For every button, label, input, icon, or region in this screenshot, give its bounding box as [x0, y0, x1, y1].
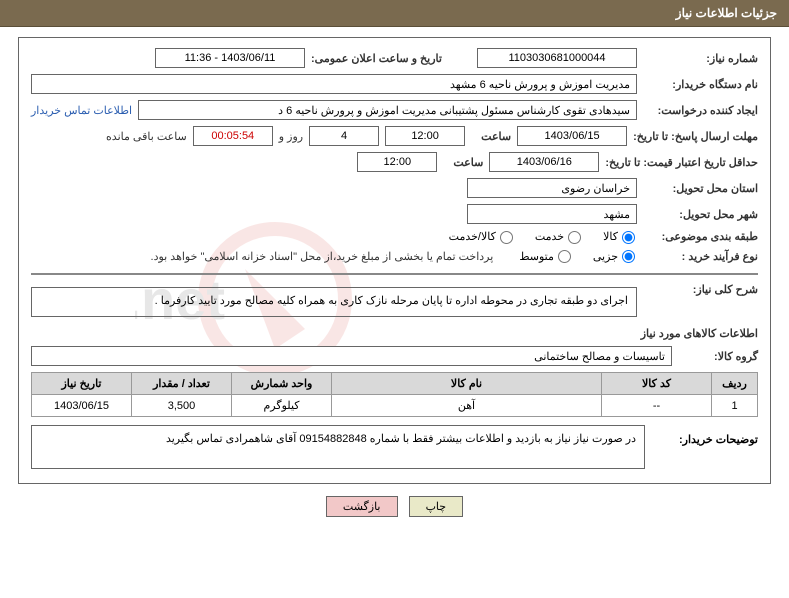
price-valid-label: حداقل تاریخ اعتبار قیمت: تا تاریخ: [605, 156, 758, 169]
th-row: ردیف [712, 373, 758, 395]
need-no-value: 1103030681000044 [477, 48, 637, 68]
cell-name: آهن [332, 395, 602, 417]
need-no-label: شماره نیاز: [643, 52, 758, 65]
goods-info-title: اطلاعات کالاهای مورد نیاز [31, 327, 758, 340]
days-and-text: روز و [279, 130, 303, 143]
price-valid-time: 12:00 [357, 152, 437, 172]
group-label: گروه کالا: [678, 350, 758, 363]
proc-minor-radio[interactable] [622, 250, 635, 263]
cat-goods-service-option[interactable]: کالا/خدمت [449, 230, 515, 244]
proc-minor-option[interactable]: جزیی [593, 250, 637, 264]
proc-mid-radio[interactable] [558, 250, 571, 263]
th-unit: واحد شمارش [232, 373, 332, 395]
buyer-notes-label: توضیحات خریدار: [653, 425, 758, 469]
days-remaining: 4 [309, 126, 379, 146]
payment-note: پرداخت تمام یا بخشی از مبلغ خرید،از محل … [151, 250, 494, 263]
cell-date: 1403/06/15 [32, 395, 132, 417]
th-name: نام کالا [332, 373, 602, 395]
items-table: ردیف کد کالا نام کالا واحد شمارش تعداد /… [31, 372, 758, 417]
city-label: شهر محل تحویل: [643, 208, 758, 221]
cat-goods-option[interactable]: کالا [603, 230, 637, 244]
province-label: استان محل تحویل: [643, 182, 758, 195]
countdown-tail: ساعت باقی مانده [106, 130, 187, 143]
buyer-contact-link[interactable]: اطلاعات تماس خریدار [31, 104, 132, 117]
page-title: جزئیات اطلاعات نیاز [676, 6, 777, 20]
response-deadline-date: 1403/06/15 [517, 126, 627, 146]
action-buttons: چاپ بازگشت [0, 496, 789, 517]
cell-unit: کیلوگرم [232, 395, 332, 417]
response-deadline-label: مهلت ارسال پاسخ: تا تاریخ: [633, 130, 758, 143]
buyer-org-label: نام دستگاه خریدار: [643, 78, 758, 91]
table-header-row: ردیف کد کالا نام کالا واحد شمارش تعداد /… [32, 373, 758, 395]
table-row: 1 -- آهن کیلوگرم 3,500 1403/06/15 [32, 395, 758, 417]
cell-row: 1 [712, 395, 758, 417]
cell-code: -- [602, 395, 712, 417]
overall-desc-label: شرح کلی نیاز: [643, 283, 758, 296]
proc-mid-option[interactable]: متوسط [519, 250, 573, 264]
back-button[interactable]: بازگشت [326, 496, 398, 517]
time-label-1: ساعت [471, 130, 511, 143]
time-label-2: ساعت [443, 156, 483, 169]
divider [31, 273, 758, 275]
th-qty: تعداد / مقدار [132, 373, 232, 395]
print-button[interactable]: چاپ [409, 496, 464, 517]
response-deadline-time: 12:00 [385, 126, 465, 146]
requester-label: ایجاد کننده درخواست: [643, 104, 758, 117]
buyer-org-value: مدیریت اموزش و پرورش ناحیه 6 مشهد [31, 74, 637, 94]
overall-desc-value: اجرای دو طبقه تجاری در محوطه اداره تا پا… [31, 287, 637, 317]
buyer-notes-value: در صورت نیاز نیاز به بازدید و اطلاعات بی… [31, 425, 645, 469]
price-valid-date: 1403/06/16 [489, 152, 599, 172]
page-header: جزئیات اطلاعات نیاز [0, 0, 789, 27]
th-code: کد کالا [602, 373, 712, 395]
cat-goods-service-radio[interactable] [500, 231, 513, 244]
requester-value: سیدهادی تقوی کارشناس مسئول پشتیبانی مدیر… [138, 100, 637, 120]
cell-qty: 3,500 [132, 395, 232, 417]
details-panel: شماره نیاز: 1103030681000044 تاریخ و ساع… [18, 37, 771, 484]
cat-service-radio[interactable] [568, 231, 581, 244]
cat-goods-radio[interactable] [622, 231, 635, 244]
province-value: خراسان رضوی [467, 178, 637, 198]
group-value: تاسیسات و مصالح ساختمانی [31, 346, 672, 366]
th-date: تاریخ نیاز [32, 373, 132, 395]
city-value: مشهد [467, 204, 637, 224]
category-label: طبقه بندی موضوعی: [643, 230, 758, 243]
process-label: نوع فرآیند خرید : [643, 250, 758, 263]
announce-label: تاریخ و ساعت اعلان عمومی: [311, 52, 471, 65]
cat-service-option[interactable]: خدمت [535, 230, 583, 244]
countdown-value: 00:05:54 [193, 126, 273, 146]
announce-value: 1403/06/11 - 11:36 [155, 48, 305, 68]
